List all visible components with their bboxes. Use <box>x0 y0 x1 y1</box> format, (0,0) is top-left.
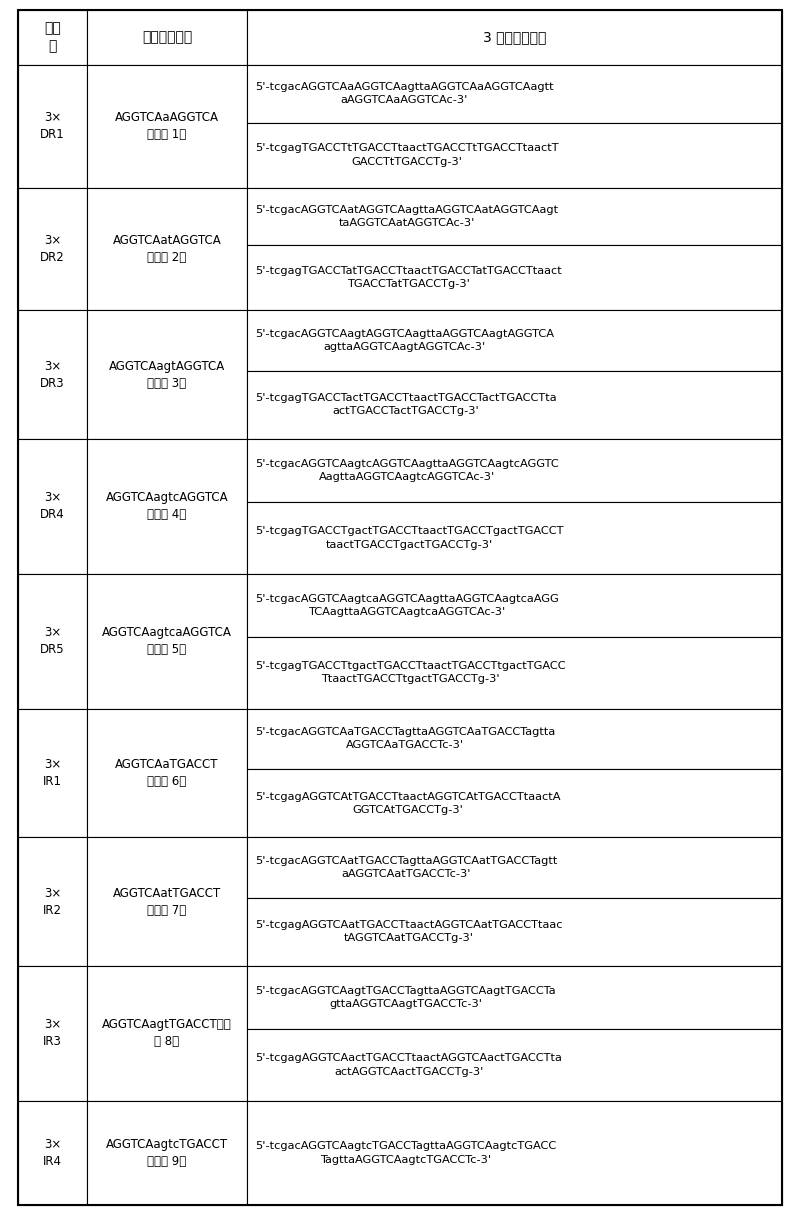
Text: 3×
DR4: 3× DR4 <box>40 491 65 521</box>
Text: 5'-tcgacAGGTCAagtcAGGTCAagttaAGGTCAagtcAGGTC
AagttaAGGTCAagtcAGGTCAc-3': 5'-tcgacAGGTCAagtcAGGTCAagttaAGGTCAagtcA… <box>255 459 559 482</box>
Bar <box>86 837 247 966</box>
Text: 5'-tcgacAGGTCAatTGACCTagttaAGGTCAatTGACCTagtt
aAGGTCAatTGACCTc-3': 5'-tcgacAGGTCAatTGACCTagttaAGGTCAatTGACC… <box>255 855 558 880</box>
Text: AGGTCAagtcaAGGTCA
（序列 5）: AGGTCAagtcaAGGTCA （序列 5） <box>102 626 232 656</box>
Text: 5'-tcgagAGGTCAtTGACCTtaactAGGTCAtTGACCTtaactA
GGTCAtTGACCTg-3': 5'-tcgagAGGTCAtTGACCTtaactAGGTCAtTGACCTt… <box>255 791 561 815</box>
Text: 5'-tcgacAGGTCAagtcTGACCTagttaAGGTCAagtcTGACC
TagttaAGGTCAagtcTGACCTc-3': 5'-tcgacAGGTCAagtcTGACCTagttaAGGTCAagtcT… <box>255 1141 557 1164</box>
Bar <box>247 898 782 966</box>
Bar <box>18 1101 86 1205</box>
Bar <box>247 187 782 245</box>
Bar <box>86 187 247 310</box>
Text: 3×
IR3: 3× IR3 <box>43 1018 62 1049</box>
Bar <box>247 708 782 769</box>
Text: AGGTCAagtcAGGTCA
（序列 4）: AGGTCAagtcAGGTCA （序列 4） <box>106 491 228 521</box>
Bar <box>86 573 247 708</box>
Text: 5'-tcgacAGGTCAagtTGACCTagttaAGGTCAagtTGACCTa
gttaAGGTCAagtTGACCTc-3': 5'-tcgacAGGTCAagtTGACCTagttaAGGTCAagtTGA… <box>255 987 556 1010</box>
Bar <box>86 64 247 187</box>
Bar <box>86 10 247 64</box>
Text: AGGTCAagtTGACCT（序
列 8）: AGGTCAagtTGACCT（序 列 8） <box>102 1018 232 1049</box>
Bar <box>247 837 782 898</box>
Bar <box>247 637 782 708</box>
Bar <box>247 439 782 502</box>
Text: 单一拷贝序列: 单一拷贝序列 <box>142 30 192 45</box>
Text: AGGTCAagtcTGACCT
（序列 9）: AGGTCAagtcTGACCT （序列 9） <box>106 1138 228 1168</box>
Bar <box>247 10 782 64</box>
Text: 元件
名: 元件 名 <box>44 22 61 53</box>
Bar <box>247 1101 782 1205</box>
Bar <box>247 1029 782 1101</box>
Text: 3 拷贝串联序列: 3 拷贝串联序列 <box>483 30 546 45</box>
Text: 5'-tcgagTGACCTtTGACCTtaactTGACCTtTGACCTtaactT
GACCTtTGACCTg-3': 5'-tcgagTGACCTtTGACCTtaactTGACCTtTGACCTt… <box>255 143 559 166</box>
Bar <box>247 123 782 187</box>
Bar <box>86 310 247 439</box>
Text: AGGTCAatTGACCT
（序列 7）: AGGTCAatTGACCT （序列 7） <box>113 887 221 916</box>
Text: 5'-tcgacAGGTCAagtcaAGGTCAagttaAGGTCAagtcaAGG
TCAagttaAGGTCAagtcaAGGTCAc-3': 5'-tcgacAGGTCAagtcaAGGTCAagttaAGGTCAagtc… <box>255 594 559 617</box>
Bar <box>86 966 247 1101</box>
Text: 5'-tcgagTGACCTtgactTGACCTtaactTGACCTtgactTGACC
TtaactTGACCTtgactTGACCTg-3': 5'-tcgagTGACCTtgactTGACCTtaactTGACCTtgac… <box>255 661 566 684</box>
Bar <box>247 769 782 837</box>
Bar <box>18 966 86 1101</box>
Bar <box>86 1101 247 1205</box>
Bar <box>86 708 247 837</box>
Bar <box>18 187 86 310</box>
Text: 5'-tcgagAGGTCAatTGACCTtaactAGGTCAatTGACCTtaac
tAGGTCAatTGACCTg-3': 5'-tcgagAGGTCAatTGACCTtaactAGGTCAatTGACC… <box>255 920 562 944</box>
Text: AGGTCAaAGGTCA
（序列 1）: AGGTCAaAGGTCA （序列 1） <box>115 112 219 141</box>
Text: 5'-tcgagTGACCTatTGACCTtaactTGACCTatTGACCTtaact
TGACCTatTGACCTg-3': 5'-tcgagTGACCTatTGACCTtaactTGACCTatTGACC… <box>255 266 562 289</box>
Bar <box>18 439 86 573</box>
Text: 5'-tcgagTGACCTactTGACCTtaactTGACCTactTGACCTta
actTGACCTactTGACCTg-3': 5'-tcgagTGACCTactTGACCTtaactTGACCTactTGA… <box>255 394 557 417</box>
Bar <box>18 573 86 708</box>
Bar <box>86 439 247 573</box>
Text: 3×
DR3: 3× DR3 <box>40 360 65 390</box>
Bar <box>18 708 86 837</box>
Bar <box>247 371 782 439</box>
Text: 5'-tcgacAGGTCAaAGGTCAagttaAGGTCAaAGGTCAagtt
aAGGTCAaAGGTCAc-3': 5'-tcgacAGGTCAaAGGTCAagttaAGGTCAaAGGTCAa… <box>255 83 554 106</box>
Bar <box>18 64 86 187</box>
Bar <box>247 502 782 573</box>
Text: 3×
IR1: 3× IR1 <box>43 758 62 787</box>
Text: 3×
IR4: 3× IR4 <box>43 1138 62 1168</box>
Text: 5'-tcgacAGGTCAaTGACCTagttaAGGTCAaTGACCTagtta
AGGTCAaTGACCTc-3': 5'-tcgacAGGTCAaTGACCTagttaAGGTCAaTGACCTa… <box>255 728 555 751</box>
Text: 5'-tcgacAGGTCAagtAGGTCAagttaAGGTCAagtAGGTCA
agttaAGGTCAagtAGGTCAc-3': 5'-tcgacAGGTCAagtAGGTCAagttaAGGTCAagtAGG… <box>255 329 554 352</box>
Text: 3×
DR1: 3× DR1 <box>40 112 65 141</box>
Bar <box>18 837 86 966</box>
Bar <box>247 310 782 371</box>
Text: 3×
DR2: 3× DR2 <box>40 233 65 264</box>
Text: 3×
IR2: 3× IR2 <box>43 887 62 916</box>
Bar <box>247 573 782 637</box>
Text: 3×
DR5: 3× DR5 <box>40 626 65 656</box>
Text: AGGTCAatAGGTCA
（序列 2）: AGGTCAatAGGTCA （序列 2） <box>113 233 222 264</box>
Text: 5'-tcgacAGGTCAatAGGTCAagttaAGGTCAatAGGTCAagt
taAGGTCAatAGGTCAc-3': 5'-tcgacAGGTCAatAGGTCAagttaAGGTCAatAGGTC… <box>255 205 558 228</box>
Bar <box>247 966 782 1029</box>
Bar <box>247 64 782 123</box>
Bar <box>18 10 86 64</box>
Bar <box>247 245 782 310</box>
Text: 5'-tcgagAGGTCAactTGACCTtaactAGGTCAactTGACCTta
actAGGTCAactTGACCTg-3': 5'-tcgagAGGTCAactTGACCTtaactAGGTCAactTGA… <box>255 1053 562 1076</box>
Text: 5'-tcgagTGACCTgactTGACCTtaactTGACCTgactTGACCT
taactTGACCTgactTGACCTg-3': 5'-tcgagTGACCTgactTGACCTtaactTGACCTgactT… <box>255 526 564 549</box>
Text: AGGTCAagtAGGTCA
（序列 3）: AGGTCAagtAGGTCA （序列 3） <box>109 360 225 390</box>
Bar <box>18 310 86 439</box>
Text: AGGTCAaTGACCT
（序列 6）: AGGTCAaTGACCT （序列 6） <box>115 758 218 787</box>
